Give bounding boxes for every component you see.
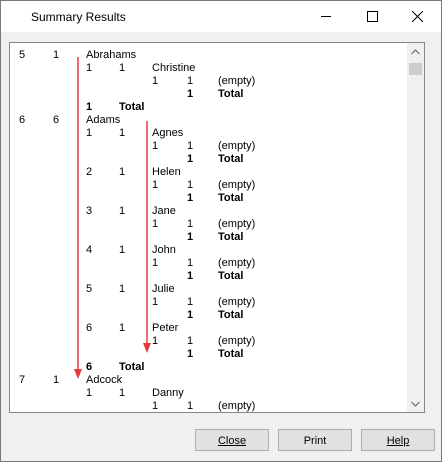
result-cell: 1	[119, 283, 126, 295]
result-cell: Total	[119, 361, 145, 373]
result-cell: 1	[119, 166, 126, 178]
chevron-down-icon	[411, 401, 420, 407]
result-cell: Julie	[152, 283, 175, 295]
result-cell: Christine	[152, 62, 196, 74]
result-cell: 3	[86, 205, 93, 217]
result-cell: 6	[19, 114, 26, 126]
result-cell: 1	[152, 140, 159, 152]
result-cell: John	[152, 244, 176, 256]
result-cell: 1	[187, 296, 194, 308]
result-cell: 5	[86, 283, 93, 295]
result-cell: 1	[152, 179, 159, 191]
result-cell: 6	[86, 322, 93, 334]
maximize-button[interactable]	[349, 1, 395, 32]
result-cell: 4	[86, 244, 93, 256]
result-cell: 1	[152, 75, 159, 87]
result-cell: Jane	[152, 205, 176, 217]
result-cell: 1	[119, 205, 126, 217]
result-cell: 1	[119, 244, 126, 256]
result-cell: 1	[187, 231, 194, 243]
result-cell: Total	[218, 309, 244, 321]
result-cell: Total	[218, 88, 244, 100]
result-cell: (empty)	[218, 218, 256, 230]
result-cell: Abrahams	[86, 49, 137, 61]
scroll-thumb[interactable]	[409, 63, 422, 75]
result-cell: 6	[86, 361, 93, 373]
print-button[interactable]: Print	[278, 429, 352, 451]
result-cell: 1	[119, 322, 126, 334]
result-cell: (empty)	[218, 400, 256, 412]
result-cell: 1	[187, 179, 194, 191]
window-title: Summary Results	[31, 10, 126, 24]
result-cell: 1	[187, 218, 194, 230]
result-cell: 1	[119, 62, 126, 74]
result-cell: 1	[187, 75, 194, 87]
result-cell: Total	[218, 192, 244, 204]
result-cell: 1	[187, 153, 194, 165]
print-button-label: Print	[303, 435, 327, 447]
result-cell: 1	[187, 400, 194, 412]
help-button-label: Help	[386, 435, 410, 447]
result-cell: 1	[187, 348, 194, 360]
chevron-up-icon	[411, 49, 420, 55]
result-cell: Adams	[86, 114, 121, 126]
result-cell: 1	[187, 309, 194, 321]
result-cell: (empty)	[218, 140, 256, 152]
result-cell: 1	[187, 192, 194, 204]
scroll-up-button[interactable]	[407, 43, 424, 60]
title-bar: Summary Results	[1, 1, 441, 32]
result-cell: 1	[119, 387, 126, 399]
close-icon	[412, 11, 423, 22]
result-cell: 1	[53, 374, 60, 386]
result-cell: (empty)	[218, 296, 256, 308]
result-cell: (empty)	[218, 335, 256, 347]
result-cell: Total	[218, 270, 244, 282]
result-cell: 1	[152, 218, 159, 230]
result-cell: 1	[187, 335, 194, 347]
scroll-down-button[interactable]	[407, 395, 424, 412]
result-cell: 1	[152, 335, 159, 347]
result-cell: 1	[187, 88, 194, 100]
result-cell: Helen	[152, 166, 181, 178]
result-cell: Total	[218, 153, 244, 165]
result-cell: 1	[86, 387, 93, 399]
result-cell: Total	[119, 101, 145, 113]
vertical-scrollbar[interactable]	[407, 43, 424, 412]
close-button[interactable]: Close	[195, 429, 269, 451]
result-cell: 2	[86, 166, 93, 178]
close-button-label: Close	[217, 435, 247, 447]
result-cell: Adcock	[86, 374, 123, 386]
close-window-button[interactable]	[395, 1, 441, 32]
result-cell: 1	[187, 140, 194, 152]
result-cell: (empty)	[218, 257, 256, 269]
result-cell: Agnes	[152, 127, 184, 139]
result-cell: Total	[218, 231, 244, 243]
result-cell: 1	[86, 127, 93, 139]
result-cell: Danny	[152, 387, 184, 399]
results-content: 5 1 Abrahams 1 1 Christine 1 1 (empty) 1 Total 1 Tot…	[10, 43, 406, 412]
result-cell: 5	[19, 49, 26, 61]
result-cell: (empty)	[218, 179, 256, 191]
result-cell: 6	[53, 114, 60, 126]
result-cell: 1	[86, 62, 93, 74]
result-cell: 7	[19, 374, 26, 386]
minimize-button[interactable]	[303, 1, 349, 32]
result-cell: 1	[86, 101, 93, 113]
result-cell: 1	[119, 127, 126, 139]
result-cell: 1	[187, 257, 194, 269]
result-cell: Peter	[152, 322, 179, 334]
result-cell: 1	[187, 270, 194, 282]
result-cell: 1	[53, 49, 60, 61]
result-cell: 1	[152, 257, 159, 269]
results-list[interactable]: 5 1 Abrahams 1 1 Christine 1 1 (empty) 1 Total 1 Tot…	[9, 42, 425, 413]
result-cell: 1	[152, 400, 159, 412]
help-button[interactable]: Help	[361, 429, 435, 451]
result-cell: (empty)	[218, 75, 256, 87]
result-cell: 1	[152, 296, 159, 308]
result-cell: Total	[218, 348, 244, 360]
